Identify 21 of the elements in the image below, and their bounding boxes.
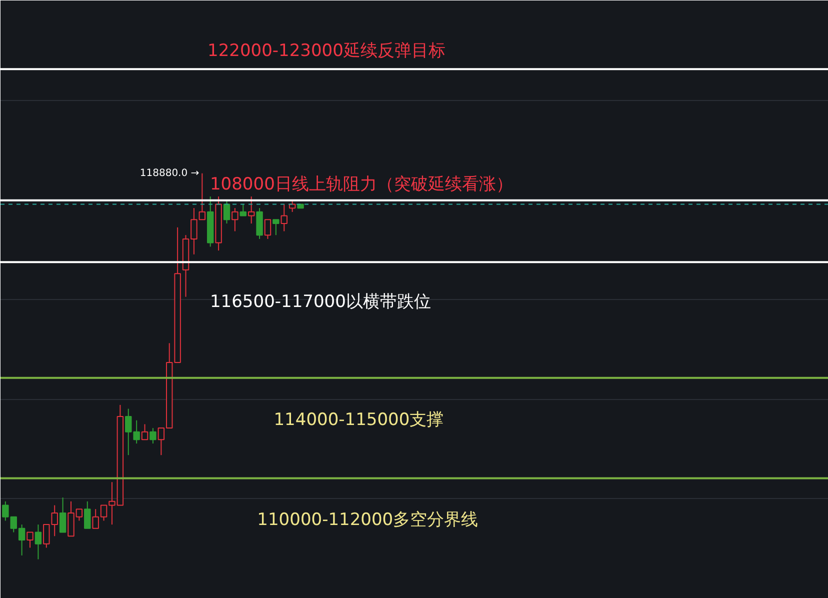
candlestick (240, 204, 247, 216)
candlestick (280, 204, 288, 232)
candlestick (59, 497, 66, 533)
ref-line-label: 114000-115000支撑 (274, 410, 444, 430)
candlestick (288, 200, 296, 212)
candlestick (248, 196, 255, 224)
annotation: 118880.0 → (140, 168, 200, 179)
candlestick (150, 428, 156, 444)
ref-line-label: 116500-117000以横带跌位 (210, 292, 431, 312)
candlestick (256, 208, 263, 240)
candlestick (264, 219, 272, 240)
ref-line-label: 110000-112000多空分界线 (257, 510, 478, 530)
candlestick (34, 524, 42, 560)
candlestick (84, 500, 91, 529)
candlestick (141, 424, 148, 440)
ref-line-label: 108000日线上轨阻力（突破延续看涨） (210, 174, 513, 194)
ref-line-label: 122000-123000延续反弹目标 (208, 41, 446, 62)
candlestick (223, 200, 230, 224)
candlestick (272, 219, 280, 236)
candlestick (232, 208, 238, 232)
candlestick (26, 532, 34, 548)
